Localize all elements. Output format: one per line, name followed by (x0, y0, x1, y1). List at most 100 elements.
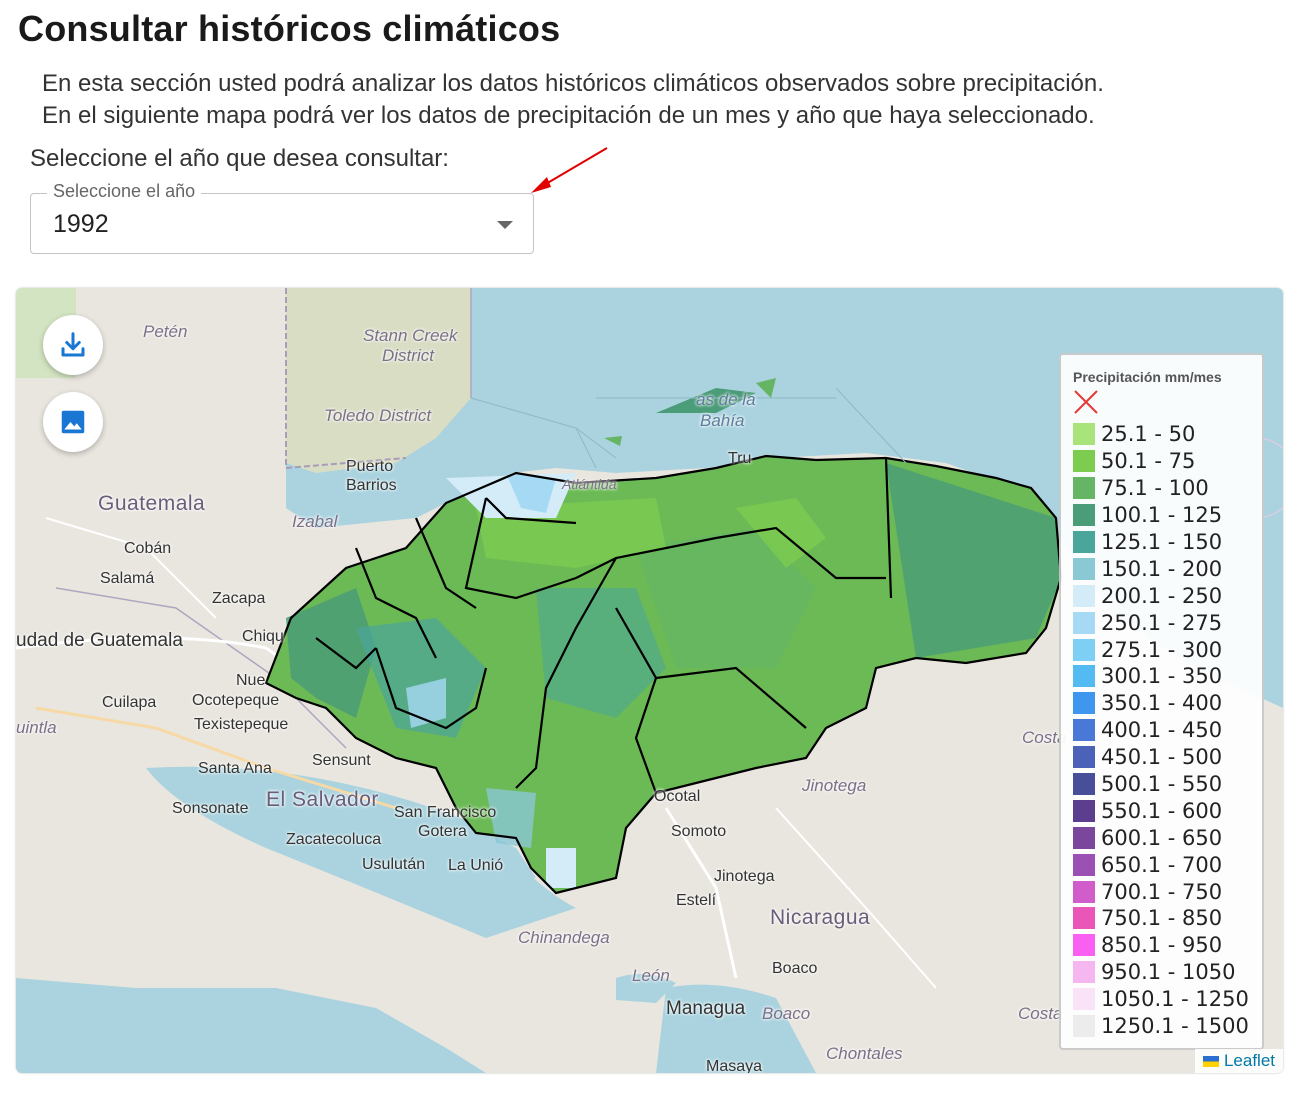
map-label: Santa Ana (198, 760, 272, 777)
legend-swatch (1073, 531, 1095, 553)
legend-swatch (1073, 961, 1095, 984)
legend-label: 275.1 - 300 (1101, 637, 1223, 662)
dropdown-caret-icon[interactable] (497, 221, 513, 229)
map-label: Nue (236, 672, 266, 689)
legend-label: 450.1 - 500 (1101, 745, 1223, 770)
year-select-label: Seleccione el año (47, 181, 202, 202)
map-label: León (632, 966, 670, 985)
legend-label: 100.1 - 125 (1101, 503, 1223, 528)
map-label: Salamá (100, 570, 155, 587)
legend-label: 25.1 - 50 (1101, 422, 1196, 447)
legend-swatch (1073, 988, 1095, 1011)
legend-item: 850.1 - 950 (1073, 932, 1252, 959)
map-label: Chiqu (242, 628, 284, 645)
precipitation-map[interactable]: Petén Stann Creek District Toledo Distri… (16, 288, 1283, 1073)
legend-swatch (1073, 799, 1095, 822)
map-label: Tru (728, 450, 752, 467)
map-label: Chinandega (518, 928, 610, 947)
map-label: Costa (1018, 1004, 1063, 1023)
year-select-value: 1992 (53, 210, 109, 238)
legend-label: 300.1 - 350 (1101, 664, 1223, 689)
legend-label: 50.1 - 75 (1101, 449, 1196, 474)
x-icon (1074, 390, 1098, 414)
page-title: Consultar históricos climáticos (18, 8, 561, 49)
map-label: Barrios (346, 477, 397, 494)
image-icon (61, 410, 85, 434)
map-label: Puerto (346, 458, 394, 475)
map-label: Cuilapa (102, 694, 157, 711)
legend-label: 1250.1 - 1500 (1101, 1014, 1249, 1039)
legend-label: 700.1 - 750 (1101, 879, 1223, 904)
legend-item: 300.1 - 350 (1073, 663, 1252, 690)
legend-swatch (1073, 746, 1095, 769)
legend-swatch (1073, 665, 1095, 688)
map-label: Izabal (292, 512, 338, 531)
map-label: Chontales (826, 1044, 903, 1063)
legend-swatch (1073, 719, 1095, 742)
map-label: Boaco (762, 1004, 811, 1023)
map-label: Sensunt (312, 752, 371, 769)
map-label: Masaya (706, 1058, 763, 1073)
year-select-prompt: Seleccione el año que desea consultar: (30, 145, 449, 172)
attribution-flag-icon (1203, 1056, 1220, 1067)
map-label: Nicaragua (770, 906, 871, 929)
map-label: Bahía (700, 411, 745, 430)
map-label: Texistepeque (194, 716, 289, 733)
legend-label: 125.1 - 150 (1101, 530, 1223, 554)
map-label: Ocotal (654, 788, 701, 805)
legend-label: 600.1 - 650 (1101, 825, 1223, 850)
legend-swatch (1073, 773, 1095, 796)
department-boundaries (264, 454, 1063, 895)
legend-label: 150.1 - 200 (1101, 556, 1223, 581)
map-label: La Unió (448, 857, 504, 874)
map-label: Ocotepeque (192, 692, 280, 709)
attribution-link[interactable]: Leaflet (1223, 1051, 1275, 1070)
legend-swatch (1073, 638, 1095, 661)
map-label: Stann Creek (363, 326, 458, 345)
legend-item: 75.1 - 100 (1073, 475, 1252, 502)
legend-swatch (1073, 934, 1095, 957)
legend-item: 200.1 - 250 (1073, 582, 1252, 609)
map-label: Costa (1022, 728, 1067, 747)
map-label: El Salvador (266, 788, 379, 811)
year-select[interactable]: Seleccione el año 1992 (30, 181, 534, 254)
download-button[interactable] (43, 315, 103, 375)
legend-label: 200.1 - 250 (1101, 583, 1223, 608)
map-label: Boaco (772, 960, 818, 977)
map-label: Toledo District (324, 406, 432, 425)
legend-swatch (1073, 504, 1095, 527)
map-label: as de la (696, 390, 756, 409)
map-label: Managua (666, 998, 746, 1019)
legend-label: 850.1 - 950 (1101, 933, 1223, 958)
legend-swatch (1073, 826, 1095, 849)
map-label: Cobán (124, 540, 172, 557)
map-label: Atlántida (562, 476, 617, 492)
legend-item: 950.1 - 1050 (1073, 959, 1252, 986)
legend-item: 100.1 - 125 (1073, 502, 1252, 529)
map-label: Jinotega (714, 868, 775, 885)
legend-swatch (1073, 611, 1095, 634)
legend-label: 950.1 - 1050 (1101, 960, 1236, 985)
legend-item: 600.1 - 650 (1073, 824, 1252, 851)
precipitation-legend: Precipitación mm/mes 25.1 - 50 50.1 - 75 7… (1059, 353, 1264, 1050)
leaflet-attribution[interactable]: Leaflet (1195, 1049, 1283, 1073)
legend-item: 700.1 - 750 (1073, 878, 1252, 905)
map-label: uintla (16, 718, 57, 737)
precipitation-raster (266, 378, 1061, 893)
legend-swatch (1073, 557, 1095, 580)
map-label: Estelí (676, 892, 717, 909)
legend-item: 125.1 - 150 (1073, 529, 1252, 556)
legend-label: 650.1 - 700 (1101, 852, 1223, 877)
map-label: Gotera (418, 823, 467, 840)
export-image-button[interactable] (43, 392, 103, 452)
legend-item: 150.1 - 200 (1073, 555, 1252, 582)
download-icon (61, 332, 85, 357)
map-label: Jinotega (802, 776, 867, 795)
map-label: Usulután (362, 856, 426, 873)
page-description: En esta sección usted podrá analizar los… (42, 68, 1104, 132)
legend-item: 1250.1 - 1500 (1073, 1013, 1252, 1040)
legend-item: 450.1 - 500 (1073, 744, 1252, 771)
map-label: Zacapa (212, 590, 266, 607)
legend-label: 750.1 - 850 (1101, 906, 1223, 931)
map-label: Petén (143, 322, 188, 341)
